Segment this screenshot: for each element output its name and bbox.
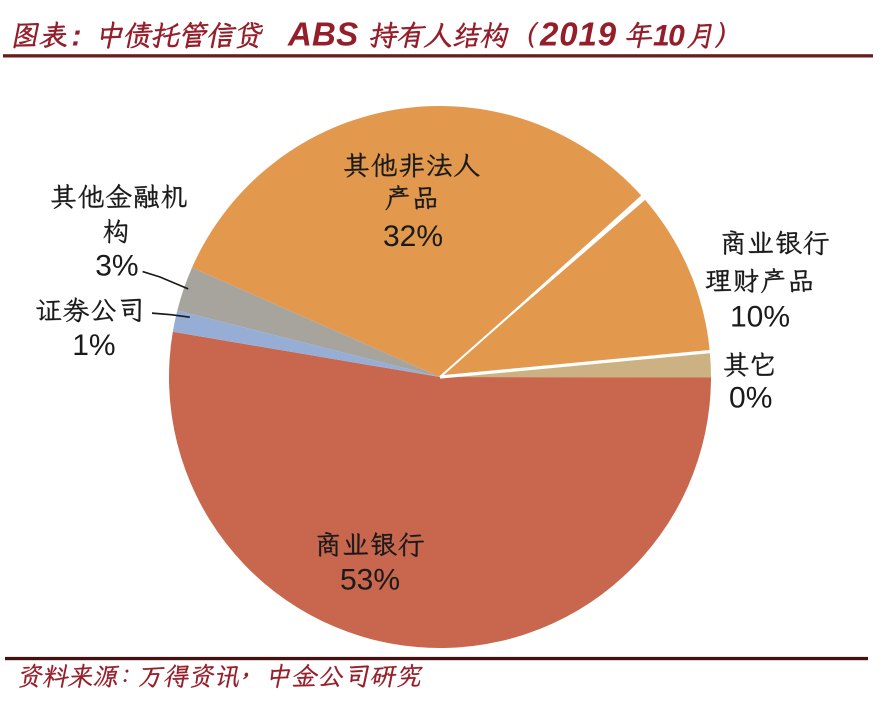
svg-text:0%: 0% (729, 381, 772, 414)
svg-text:ABS: ABS (287, 15, 358, 52)
svg-text:3%: 3% (95, 250, 138, 283)
svg-text:1%: 1% (72, 329, 115, 362)
svg-text::: : (72, 19, 82, 52)
svg-text:2019: 2019 (539, 15, 617, 52)
svg-text:10%: 10% (730, 300, 790, 333)
svg-text:10: 10 (653, 19, 685, 52)
svg-text:53%: 53% (340, 563, 400, 596)
svg-text:32%: 32% (383, 220, 443, 253)
